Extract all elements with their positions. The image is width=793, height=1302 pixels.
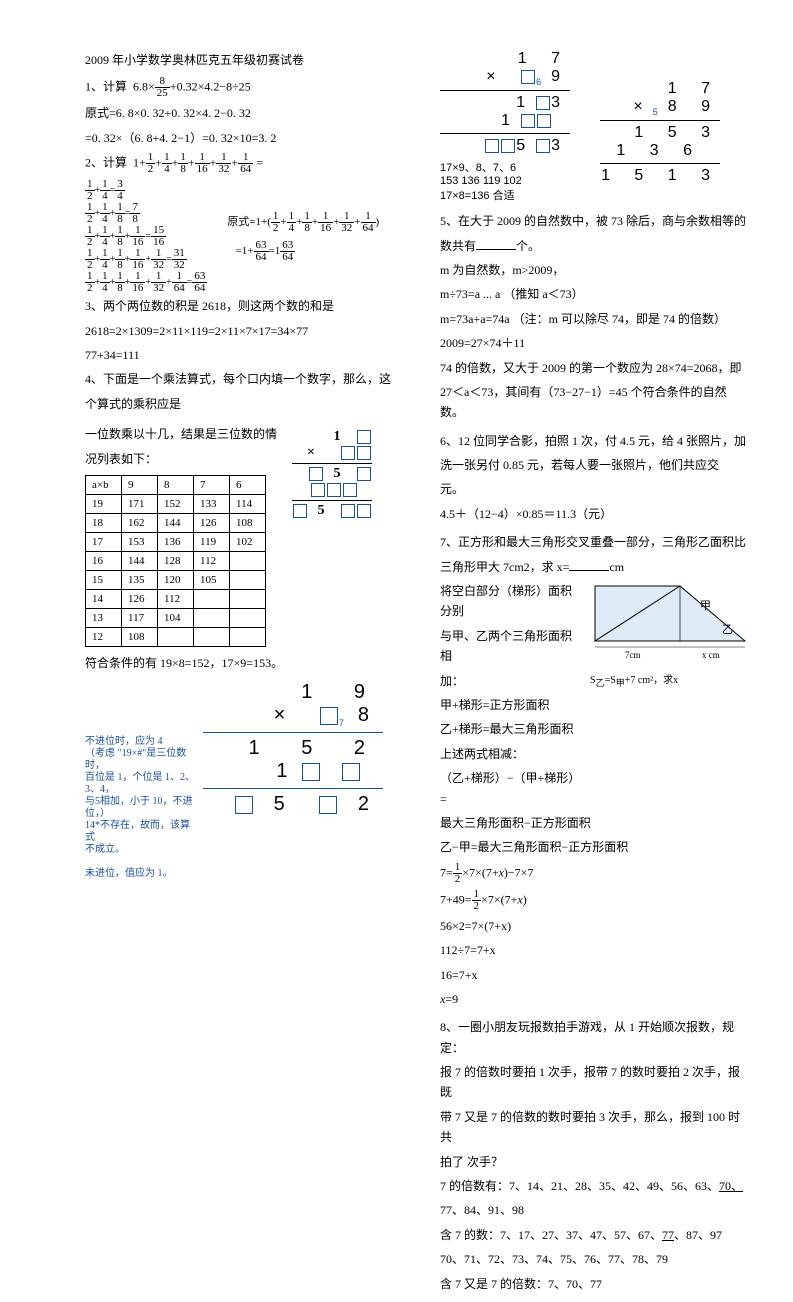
left-column: 2009 年小学数学奥林匹克五年级初赛试卷 1、计算 6.8×825+0.32×… xyxy=(85,50,415,1302)
problem-7: 7、正方形和最大三角形交叉重叠一部分，三角形乙面积比 三角形甲大 7cm2，求 … xyxy=(440,532,750,1009)
p4-cond: 符合条件的有 19×8=152，17×9=153。 xyxy=(85,653,415,673)
p4-l2: 个算式的乘积应是 xyxy=(85,394,415,414)
calc-2: 1 7 ×58 9 1 5 3 1 3 6 1 5 1 3 xyxy=(600,80,720,203)
calc1-note3: 17×8=136 合适 xyxy=(440,187,570,203)
triangle-diagram: 甲 乙 7cm x cm S乙=S甲+7 cm²，求x xyxy=(590,581,750,813)
svg-text:7cm: 7cm xyxy=(625,650,641,660)
big-vert-calc: 1 9 × 78 1 5 2 1 5 2 xyxy=(203,681,383,816)
problem-2: 2、计算 1+12+14+18+116+132+164 = xyxy=(85,152,415,175)
p1-line1: 原式=6. 8×0. 32+0. 32×4. 2−0. 32 xyxy=(85,103,415,123)
svg-text:甲: 甲 xyxy=(700,600,711,612)
p3-l2: 2618=2×1309=2×11×119=2×11×7×17=34×77 xyxy=(85,321,415,341)
exam-title: 2009 年小学数学奥林匹克五年级初赛试卷 xyxy=(85,50,415,70)
calc1-note1: 17×9、8、7、6 xyxy=(440,159,570,175)
problem-5: 5、在大于 2009 的自然数中，被 73 除后，商与余数相等的 数共有个。 m… xyxy=(440,211,750,423)
p4-l1: 4、下面是一个乘法算式，每个口内填一个数字，那么，这 xyxy=(85,369,415,389)
svg-text:x cm: x cm xyxy=(702,650,720,660)
calc-1: 1 7 × 69 13 1 53 17×9、8、7、6 153 136 119 … xyxy=(440,50,570,203)
problem-1: 1、计算 6.8×825+0.32×4.2−8÷25 xyxy=(85,76,415,99)
right-column: 1 7 × 69 13 1 53 17×9、8、7、6 153 136 119 … xyxy=(440,50,750,1302)
svg-text:乙: 乙 xyxy=(722,623,733,636)
page-columns: 2009 年小学数学奥林匹克五年级初赛试卷 1、计算 6.8×825+0.32×… xyxy=(85,50,753,1302)
p2-label: 2、计算 xyxy=(85,155,127,169)
top-calcs: 1 7 × 69 13 1 53 17×9、8、7、6 153 136 119 … xyxy=(440,50,750,203)
p4-tex1: 一位数乘以十几，结果是三位数的情 xyxy=(85,424,277,444)
p1-line2: =0. 32×（6. 8+4. 2−1）=0. 32×10=3. 2 xyxy=(85,128,415,148)
multiplication-table: a×b9876 19171152133114 18162144126108 17… xyxy=(85,475,266,647)
p4-tex2: 况列表如下： xyxy=(85,449,277,469)
calc1-note2: 153 136 119 102 xyxy=(440,175,570,187)
p4-table-row: 一位数乘以十几，结果是三位数的情 况列表如下： a×b9876 19171152… xyxy=(85,424,415,653)
p2-work: 12+14=34 12+14+18=78 12+14+18+116=1516 1… xyxy=(85,179,415,294)
p3-l3: 77+34=111 xyxy=(85,345,415,365)
problem-6: 6、12 位同学合影，拍照 1 次，付 4.5 元，给 4 张照片，加 洗一张另… xyxy=(440,431,750,525)
problem-8: 8、一圈小朋友玩报数拍手游戏，从 1 开始顺次报数，规定： 报 7 的倍数时要拍… xyxy=(440,1017,750,1294)
p1-label: 1、计算 xyxy=(85,80,127,94)
blue-note-1: 不进位时，应为 4 （考虑 "19×#"是三位数时， 百位是 1，个位是 1、2… xyxy=(85,736,195,880)
big-calc-block: 不进位时，应为 4 （考虑 "19×#"是三位数时， 百位是 1，个位是 1、2… xyxy=(85,681,415,880)
small-vert-calc: 1 × 5 5 xyxy=(292,429,372,519)
p3-l1: 3、两个两位数的积是 2618，则这两个数的和是 xyxy=(85,296,415,316)
